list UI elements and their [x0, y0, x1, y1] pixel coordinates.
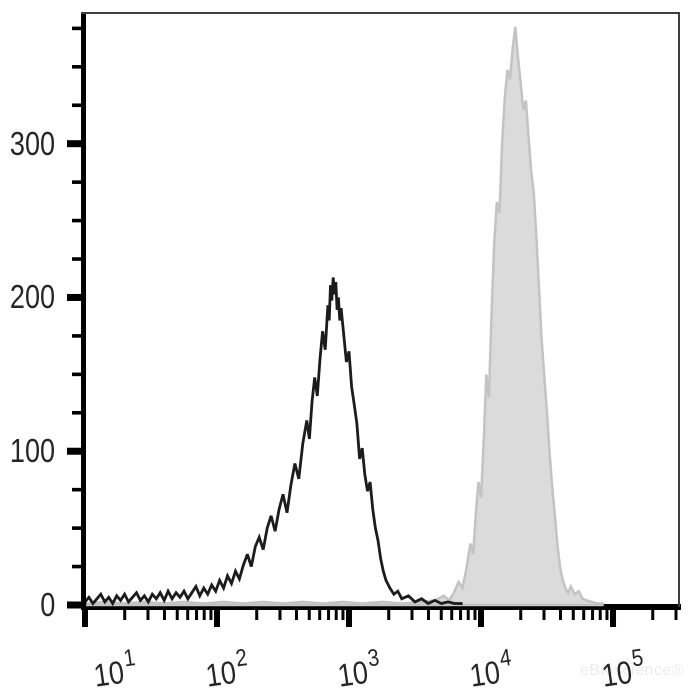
y-ticks [67, 26, 83, 609]
black-outline-histogram [83, 277, 463, 607]
series-layer [83, 26, 604, 607]
vendor-watermark: eBioscience® [580, 662, 685, 679]
gray-filled-histogram [83, 26, 604, 607]
x-axis-line [81, 604, 681, 610]
y-axis-line [81, 13, 86, 610]
x-ticks [81, 610, 678, 627]
